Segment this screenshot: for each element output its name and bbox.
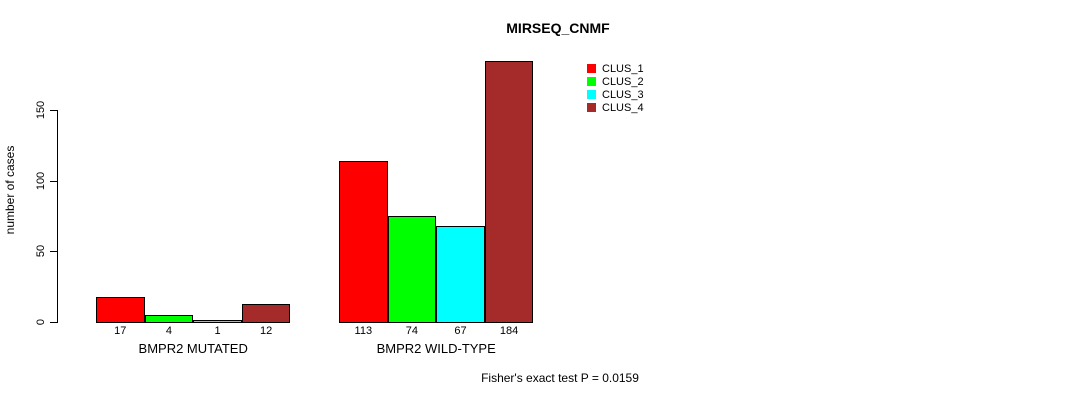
- legend-label: CLUS_2: [602, 75, 644, 88]
- bar-clus_2-group2: [387, 216, 437, 323]
- bar-value-label: 12: [259, 325, 273, 337]
- bar-value-label: 1: [214, 325, 221, 337]
- legend-swatch-icon: [587, 90, 596, 99]
- bar-value-label: 113: [354, 325, 373, 337]
- group-label: BMPR2 MUTATED: [138, 341, 248, 356]
- bar-clus_3-group2: [436, 226, 485, 323]
- legend: CLUS_1 CLUS_2 CLUS_3 CLUS_4: [587, 62, 644, 114]
- y-axis-tick-label: 0: [35, 318, 47, 326]
- y-axis-tick: [50, 251, 57, 253]
- legend-label: CLUS_4: [602, 101, 644, 114]
- bar-clus_2-group1: [144, 315, 194, 323]
- legend-row: CLUS_3: [587, 88, 644, 101]
- bar-value-label: 4: [165, 325, 172, 337]
- y-axis-tick-label: 50: [35, 245, 47, 258]
- bar-clus_3-group1: [193, 319, 242, 323]
- legend-label: CLUS_3: [602, 88, 644, 101]
- bar-value-label: 17: [114, 325, 127, 337]
- y-axis-tick-label: 100: [35, 171, 47, 190]
- bar-value-label: 74: [405, 325, 419, 337]
- bar-value-label: 67: [454, 325, 467, 337]
- legend-label: CLUS_1: [602, 62, 644, 75]
- y-axis-tick: [50, 322, 57, 323]
- y-axis-tick: [50, 110, 57, 111]
- legend-row: CLUS_1: [587, 62, 644, 75]
- bar-value-label: 184: [499, 325, 519, 337]
- legend-row: CLUS_4: [587, 101, 644, 114]
- legend-swatch-icon: [587, 64, 596, 73]
- fisher-test-annotation: Fisher's exact test P = 0.0159: [481, 371, 639, 385]
- group-label: BMPR2 WILD-TYPE: [376, 341, 496, 356]
- y-axis-label: number of cases: [3, 145, 17, 235]
- bar-clus_1-group2: [339, 161, 388, 323]
- legend-swatch-icon: [587, 103, 596, 112]
- bar-clus_1-group1: [96, 296, 145, 323]
- y-axis-tick-label: 150: [35, 100, 47, 120]
- legend-row: CLUS_2: [587, 75, 644, 88]
- bar-clus_4-group1: [241, 304, 291, 323]
- chart-title: MIRSEQ_CNMF: [506, 20, 610, 36]
- y-axis-line: [57, 110, 58, 323]
- bar-clus_4-group2: [484, 60, 534, 323]
- legend-swatch-icon: [587, 77, 596, 86]
- y-axis-tick: [50, 180, 57, 182]
